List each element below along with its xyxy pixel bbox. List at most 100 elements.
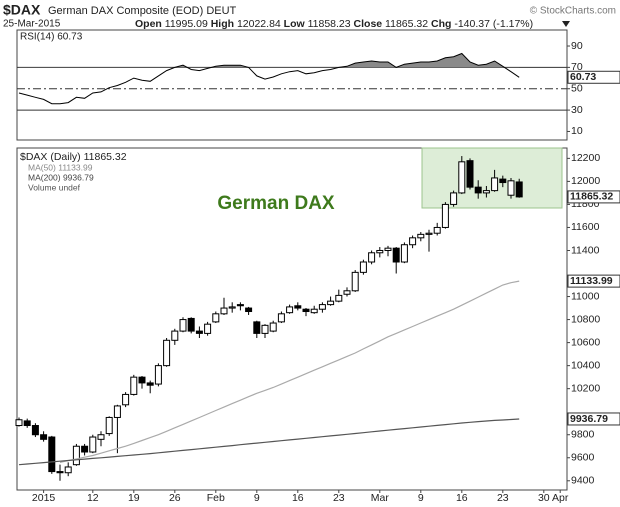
candle-body xyxy=(204,323,212,334)
x-tick-label: 19 xyxy=(128,492,140,504)
candle-body xyxy=(179,319,187,332)
candle-body xyxy=(187,317,195,332)
x-tick-label: 12 xyxy=(87,492,99,504)
quote-label: Chg xyxy=(431,18,451,30)
legend-price: $DAX (Daily) 11865.32 xyxy=(20,151,127,163)
x-tick-label: 30 xyxy=(538,492,550,504)
candle-body xyxy=(335,294,343,302)
legend-ma200: MA(200) 9936.79 xyxy=(28,172,94,182)
y-tick-label: 9600 xyxy=(571,452,595,464)
y-tick-label: 11600 xyxy=(571,221,600,233)
y-tick-label: 10800 xyxy=(571,313,600,325)
candle-body xyxy=(220,307,228,315)
last-value-label: 11133.99 xyxy=(570,275,613,287)
candle-body xyxy=(425,232,433,235)
quote-label: Close xyxy=(354,18,383,30)
rsi-frame xyxy=(16,29,568,141)
last-value-label: 60.73 xyxy=(570,71,596,83)
last-value-box xyxy=(567,412,620,426)
candle-body xyxy=(417,233,425,239)
down-arrow xyxy=(562,21,570,27)
candle-body xyxy=(122,393,130,406)
candle-body xyxy=(113,405,121,418)
last-value-box xyxy=(567,190,620,204)
quote-label: Open xyxy=(135,18,162,30)
candle-body xyxy=(245,307,253,313)
candle-body xyxy=(269,322,277,332)
quote-value: 11865.32 xyxy=(385,18,428,30)
candle-body xyxy=(327,300,335,306)
candle-body xyxy=(507,180,515,196)
candle-body xyxy=(40,434,48,440)
quote-value: 11858.23 xyxy=(308,18,351,30)
y-tick-label: 11000 xyxy=(571,290,600,302)
candle-body xyxy=(163,339,171,367)
y-tick-label: 9800 xyxy=(571,429,595,441)
last-value-box xyxy=(567,274,620,288)
quote-value: -140.37 (-1.17%) xyxy=(454,18,533,30)
quote-value: 12022.84 xyxy=(237,18,281,30)
x-tick-label: Feb xyxy=(207,492,225,504)
candle-body xyxy=(392,247,400,263)
rsi-tick-label: 30 xyxy=(571,104,583,116)
x-tick-label: 9 xyxy=(254,492,260,504)
candle-body xyxy=(458,161,466,194)
x-tick-label: Mar xyxy=(371,492,390,504)
candle-body xyxy=(359,261,367,273)
y-tick-label: 12200 xyxy=(571,152,600,164)
candle-body xyxy=(105,416,113,435)
copyright: © StockCharts.com xyxy=(530,6,616,17)
candle-body xyxy=(499,178,507,184)
candle-body xyxy=(302,308,310,313)
x-tick-label: 16 xyxy=(456,492,468,504)
candle-body xyxy=(384,247,392,251)
candle-body xyxy=(368,252,376,263)
y-tick-label: 12000 xyxy=(571,175,600,187)
symbol: $DAX xyxy=(3,2,41,18)
candle-body xyxy=(441,203,449,228)
y-tick-label: 9400 xyxy=(571,475,595,487)
candle-body xyxy=(72,445,80,466)
candle-body xyxy=(286,306,294,314)
annotation: German DAX xyxy=(217,193,335,214)
y-tick-label: 11400 xyxy=(571,244,600,256)
candle-body xyxy=(351,271,359,292)
candle-body xyxy=(261,324,269,334)
candle-body xyxy=(343,290,351,295)
candle-body xyxy=(15,419,23,427)
quote-line: Open 11995.09 High 12022.84 Low 11858.23… xyxy=(135,18,533,30)
legend-volume: Volume undef xyxy=(28,182,81,192)
x-tick-label: 23 xyxy=(333,492,345,504)
quote-label: High xyxy=(211,18,234,30)
candle-body xyxy=(450,192,458,205)
candle-body xyxy=(97,434,105,440)
rsi-overbought-area xyxy=(19,53,520,68)
rsi-tick-label: 50 xyxy=(571,83,583,95)
candle-body xyxy=(154,365,162,385)
candle-body xyxy=(212,313,220,323)
candle-body xyxy=(482,190,490,194)
candle-body xyxy=(491,177,499,192)
candle-body xyxy=(23,420,31,427)
candle-body xyxy=(48,436,56,473)
x-tick-label: 9 xyxy=(418,492,424,504)
candle-body xyxy=(253,321,261,334)
rsi-tick-label: 90 xyxy=(571,40,583,52)
x-tick-label: 23 xyxy=(497,492,509,504)
candle-body xyxy=(146,382,154,386)
candle-body xyxy=(318,304,326,310)
candle-body xyxy=(433,226,441,234)
x-tick-label: 26 xyxy=(169,492,181,504)
candle-body xyxy=(56,471,64,474)
candle-body xyxy=(474,186,482,194)
candle-body xyxy=(236,304,244,307)
candle-body xyxy=(466,160,474,188)
date: 25-Mar-2015 xyxy=(3,19,61,30)
candle-body xyxy=(81,445,89,453)
candle-body xyxy=(400,244,408,263)
rsi-title: RSI(14) 60.73 xyxy=(20,32,83,43)
security-name: German DAX Composite (EOD) DEUT xyxy=(48,5,237,17)
ma-line xyxy=(18,418,520,466)
